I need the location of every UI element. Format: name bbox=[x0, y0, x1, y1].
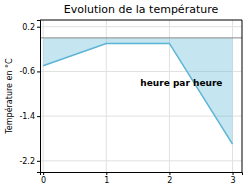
line bbox=[43, 43, 232, 144]
tick-mark bbox=[37, 71, 40, 72]
axis-line bbox=[37, 21, 41, 173]
area bbox=[43, 38, 232, 144]
tick-label: -1.4 bbox=[19, 112, 35, 121]
tick-label: -2.2 bbox=[19, 157, 35, 166]
tick-mark bbox=[233, 172, 234, 175]
axis-line bbox=[41, 173, 243, 176]
tick: 2 bbox=[167, 172, 172, 185]
grid-line bbox=[40, 116, 242, 117]
baseline bbox=[40, 37, 242, 38]
tick: 0 bbox=[41, 172, 46, 185]
x-axis: 0 1 2 3 bbox=[41, 172, 243, 185]
tick-mark bbox=[106, 172, 107, 175]
plot: 0 1 2 3 0.2 -0.6 -1.4 -2.2 heure par heure bbox=[19, 20, 242, 185]
frame bbox=[40, 20, 242, 172]
tick: 0.2 bbox=[22, 23, 40, 32]
tick: 3 bbox=[230, 172, 235, 185]
grid bbox=[40, 20, 242, 172]
annotation: heure par heure bbox=[140, 78, 222, 88]
tick-mark bbox=[169, 172, 170, 175]
tick-mark bbox=[37, 161, 40, 162]
tick: -0.6 bbox=[19, 67, 40, 76]
tick-mark bbox=[43, 172, 44, 175]
tick: -1.4 bbox=[19, 112, 40, 121]
tick-label: 2 bbox=[167, 176, 172, 185]
y-axis-title: Température en °C bbox=[4, 58, 14, 135]
tick-label: 1 bbox=[104, 176, 109, 185]
tick-label: 0 bbox=[41, 176, 46, 185]
tick-mark bbox=[37, 116, 40, 117]
tick: 1 bbox=[104, 172, 109, 185]
tick-label: 3 bbox=[230, 176, 235, 185]
tick-label: -0.6 bbox=[19, 67, 35, 76]
tick-mark bbox=[37, 27, 40, 28]
grid-line bbox=[40, 26, 242, 27]
title: Evolution de la température bbox=[64, 3, 219, 16]
tick: -2.2 bbox=[19, 157, 40, 166]
grid-line bbox=[40, 160, 242, 161]
tick-label: 0.2 bbox=[22, 23, 35, 32]
marks bbox=[40, 38, 242, 144]
y-axis: 0.2 -0.6 -1.4 -2.2 bbox=[19, 21, 40, 173]
chart: 0 1 2 3 0.2 -0.6 -1.4 -2.2 heure par heure Evolut… bbox=[0, 0, 250, 188]
